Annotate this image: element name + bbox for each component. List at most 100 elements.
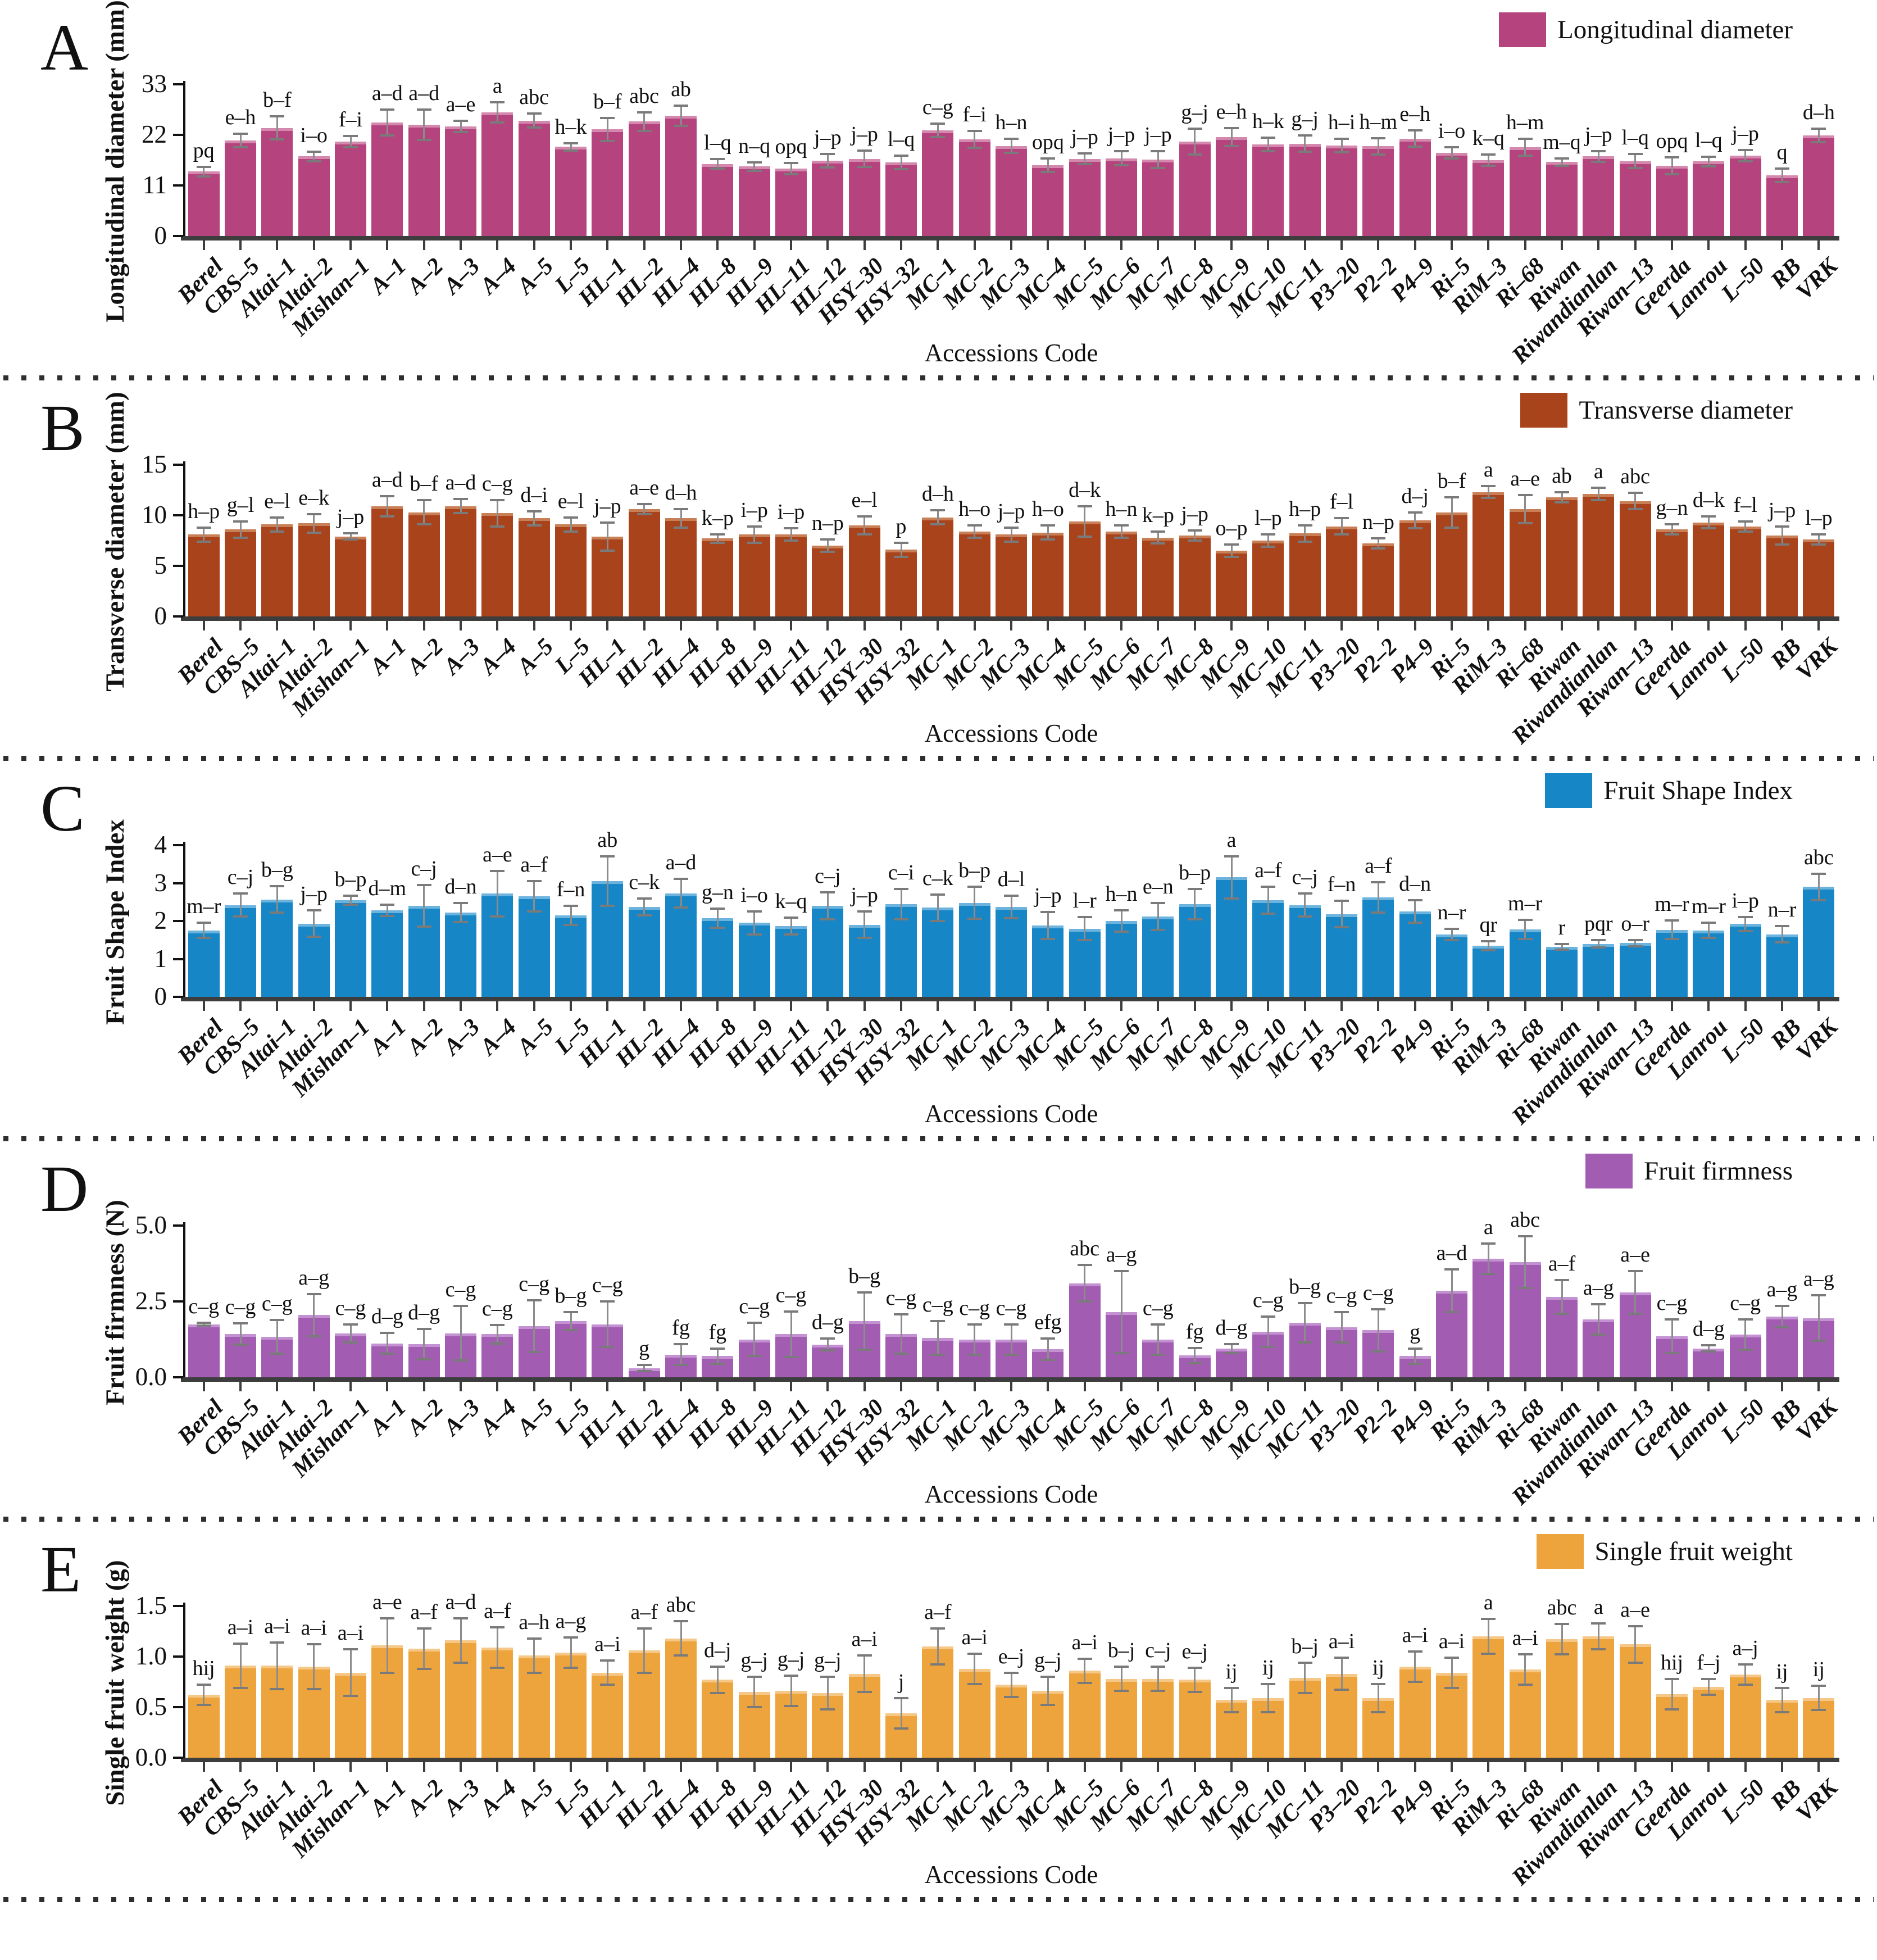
significance-letters: b–g (261, 858, 293, 882)
error-bar-cap (1040, 538, 1056, 541)
error-bar (239, 1323, 242, 1345)
error-bar (1817, 1295, 1820, 1341)
error-bar-cap (196, 1321, 211, 1324)
x-tick-mark (1414, 1001, 1416, 1011)
error-bar-cap (1261, 1315, 1276, 1318)
error-bar (1047, 525, 1049, 540)
error-bar (276, 1642, 278, 1689)
error-bar-cap (1738, 1349, 1753, 1351)
x-tick-mark (1377, 241, 1380, 250)
significance-letters: c–g (261, 1292, 293, 1316)
significance-letters: c–j (227, 865, 254, 890)
error-bar (1084, 153, 1086, 165)
x-tick-mark (643, 1762, 646, 1772)
error-bar (313, 1294, 315, 1337)
error-bar (1451, 497, 1453, 528)
error-bar-cap (600, 1684, 615, 1686)
significance-letters: g–n (1656, 496, 1688, 520)
x-axis-line (181, 1758, 1839, 1762)
significance-letters: l–q (887, 127, 915, 151)
bar (1509, 509, 1541, 616)
x-tick-mark (1561, 1382, 1563, 1391)
significance-letters: c–i (888, 860, 915, 884)
error-bar-cap (196, 1324, 211, 1327)
significance-letters: opq (775, 134, 807, 158)
error-bar-cap (526, 880, 542, 883)
error-bar-cap (820, 918, 835, 920)
error-bar (1194, 1348, 1196, 1363)
error-bar-cap (1775, 941, 1789, 944)
error-bar-cap (857, 1349, 872, 1351)
significance-letters: a–j (1732, 1636, 1758, 1660)
x-tick-mark (1120, 1762, 1122, 1772)
error-bar-cap (526, 524, 542, 527)
significance-letters: c–g (922, 1293, 953, 1317)
significance-letters: a–d (408, 81, 440, 105)
bar (261, 524, 293, 616)
x-tick-mark (1487, 241, 1490, 250)
error-bar-cap (967, 1682, 982, 1685)
error-bar-cap (563, 1329, 578, 1332)
error-bar-cap (1555, 157, 1569, 160)
error-bar-cap (270, 1319, 285, 1322)
error-bar (1267, 137, 1269, 152)
significance-letters: fg (708, 1320, 727, 1344)
x-tick-mark (1303, 1382, 1306, 1391)
significance-letters: ab (1552, 464, 1572, 488)
error-bar-cap (453, 120, 468, 122)
error-bar-cap (1481, 153, 1496, 156)
error-bar-cap (1371, 881, 1386, 884)
error-bar-cap (1114, 150, 1129, 153)
x-tick-mark (1267, 1001, 1270, 1011)
significance-letters: a–i (1071, 1630, 1098, 1654)
error-bar-cap (747, 169, 762, 172)
bar (1032, 532, 1064, 616)
error-bar-cap (1738, 520, 1753, 523)
significance-letters: h–p (1289, 497, 1321, 521)
error-bar-cap (270, 1352, 285, 1355)
x-tick-mark (1671, 241, 1673, 250)
error-bar (1744, 1319, 1747, 1350)
error-bar-cap (710, 533, 725, 536)
significance-letters: m–r (1655, 892, 1689, 916)
error-bar (1047, 1677, 1049, 1705)
error-bar (826, 153, 829, 168)
error-bar (1120, 151, 1122, 165)
error-bar-cap (1077, 1657, 1092, 1660)
error-bar (1597, 151, 1599, 162)
error-bar-cap (637, 1370, 652, 1373)
x-tick-mark (1707, 1762, 1710, 1772)
error-bar (1524, 1236, 1526, 1288)
bar (738, 166, 770, 236)
x-tick-mark (863, 1001, 866, 1011)
error-bar-cap (710, 167, 725, 170)
significance-letters: f–i (338, 108, 363, 132)
error-bar-cap (784, 539, 798, 542)
error-bar (496, 1325, 498, 1344)
dotted-separator (3, 1897, 1874, 1902)
bar (1325, 145, 1358, 236)
error-bar-cap (820, 550, 835, 553)
bar (1105, 531, 1138, 616)
significance-letters: f–j (1697, 1650, 1721, 1675)
significance-letters: h–m (1506, 111, 1544, 135)
bar (1729, 1675, 1761, 1758)
error-bar (1010, 1672, 1012, 1697)
panel-fruit-firmness: D Fruit firmness Fruit firmness (N) 0.0 2… (0, 1141, 1877, 1517)
x-tick-mark (1340, 621, 1343, 630)
bar (224, 905, 257, 997)
error-bar (1084, 506, 1086, 537)
error-bar-cap (1224, 555, 1239, 558)
error-bar (790, 917, 792, 934)
x-tick-mark (937, 1001, 939, 1011)
significance-letters: abc (1803, 845, 1834, 869)
significance-letters: l–q (1621, 126, 1649, 150)
error-bar-cap (637, 1671, 652, 1674)
x-axis-line (181, 616, 1839, 621)
error-bar (680, 1344, 682, 1365)
bar (1472, 945, 1505, 997)
error-bar (1304, 135, 1306, 152)
error-bar-cap (1114, 164, 1129, 166)
error-bar-cap (1371, 1682, 1386, 1685)
